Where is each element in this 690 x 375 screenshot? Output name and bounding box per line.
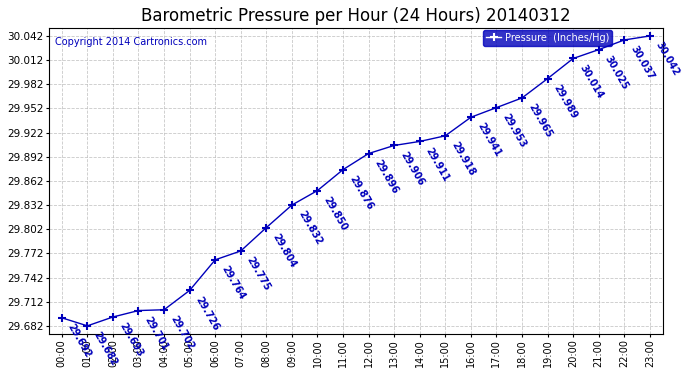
Pressure  (Inches/Hg) xyxy=(441,134,449,138)
Text: Copyright 2014 Cartronics.com: Copyright 2014 Cartronics.com xyxy=(55,37,207,47)
Text: 30.042: 30.042 xyxy=(654,40,682,78)
Text: 29.850: 29.850 xyxy=(322,195,349,232)
Pressure  (Inches/Hg) xyxy=(262,225,270,230)
Pressure  (Inches/Hg) xyxy=(211,258,219,262)
Text: 29.775: 29.775 xyxy=(245,255,273,292)
Pressure  (Inches/Hg) xyxy=(135,308,143,313)
Pressure  (Inches/Hg) xyxy=(58,315,66,320)
Pressure  (Inches/Hg) xyxy=(620,38,629,42)
Pressure  (Inches/Hg) xyxy=(492,105,500,110)
Text: 29.965: 29.965 xyxy=(526,102,553,140)
Pressure  (Inches/Hg) xyxy=(466,115,475,120)
Pressure  (Inches/Hg) xyxy=(364,151,373,156)
Text: 29.692: 29.692 xyxy=(66,322,93,360)
Text: 29.693: 29.693 xyxy=(117,321,144,358)
Text: 29.906: 29.906 xyxy=(398,150,426,187)
Pressure  (Inches/Hg) xyxy=(160,308,168,312)
Text: 29.918: 29.918 xyxy=(449,140,477,177)
Text: 29.911: 29.911 xyxy=(424,146,451,183)
Line: Pressure  (Inches/Hg): Pressure (Inches/Hg) xyxy=(58,32,654,330)
Title: Barometric Pressure per Hour (24 Hours) 20140312: Barometric Pressure per Hour (24 Hours) … xyxy=(141,7,571,25)
Pressure  (Inches/Hg) xyxy=(339,167,347,172)
Pressure  (Inches/Hg) xyxy=(569,56,578,61)
Text: 30.037: 30.037 xyxy=(629,44,656,82)
Pressure  (Inches/Hg) xyxy=(595,47,603,52)
Pressure  (Inches/Hg) xyxy=(109,315,117,319)
Text: 29.702: 29.702 xyxy=(168,314,196,351)
Legend: Pressure  (Inches/Hg): Pressure (Inches/Hg) xyxy=(484,30,612,45)
Pressure  (Inches/Hg) xyxy=(186,288,194,292)
Pressure  (Inches/Hg) xyxy=(288,203,296,207)
Text: 29.896: 29.896 xyxy=(373,158,400,195)
Text: 29.953: 29.953 xyxy=(501,112,528,149)
Text: 29.832: 29.832 xyxy=(296,209,324,247)
Text: 29.804: 29.804 xyxy=(270,232,298,269)
Pressure  (Inches/Hg) xyxy=(390,143,398,148)
Pressure  (Inches/Hg) xyxy=(415,139,424,144)
Pressure  (Inches/Hg) xyxy=(646,34,654,38)
Text: 30.025: 30.025 xyxy=(603,54,630,91)
Text: 29.764: 29.764 xyxy=(219,264,247,302)
Text: 29.941: 29.941 xyxy=(475,122,502,159)
Pressure  (Inches/Hg) xyxy=(518,96,526,100)
Pressure  (Inches/Hg) xyxy=(237,249,245,253)
Text: 29.701: 29.701 xyxy=(143,315,170,352)
Text: 29.876: 29.876 xyxy=(347,174,375,211)
Text: 29.726: 29.726 xyxy=(194,295,221,332)
Pressure  (Inches/Hg) xyxy=(544,76,552,81)
Pressure  (Inches/Hg) xyxy=(313,188,322,193)
Text: 29.682: 29.682 xyxy=(92,330,119,368)
Text: 30.014: 30.014 xyxy=(578,63,604,100)
Text: 29.989: 29.989 xyxy=(552,83,579,120)
Pressure  (Inches/Hg) xyxy=(83,324,92,328)
